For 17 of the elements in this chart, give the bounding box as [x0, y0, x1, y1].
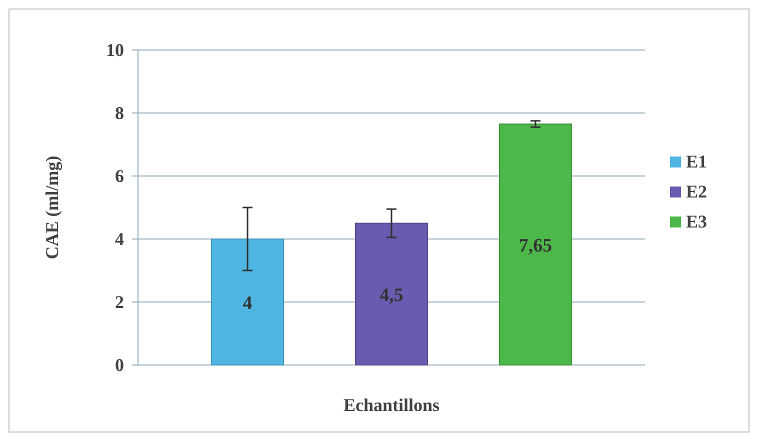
bar: [498, 124, 572, 366]
y-tick-label: 0: [115, 355, 124, 375]
legend-label: E3: [686, 212, 708, 232]
x-axis-title: Echantillons: [343, 395, 440, 415]
y-tick-label: 8: [115, 103, 124, 123]
y-tick-label: 6: [115, 166, 124, 186]
legend-label: E1: [686, 152, 708, 172]
y-tick-label: 4: [115, 229, 124, 249]
data-label: 7,65: [518, 236, 552, 257]
y-tick-label: 2: [115, 292, 124, 312]
data-label: 4: [242, 293, 253, 314]
y-tick-label: 10: [106, 40, 124, 60]
data-label: 4,5: [380, 285, 404, 306]
bar: [211, 238, 284, 366]
legend-label: E2: [686, 182, 708, 202]
y-axis-title: CAE (ml/mg): [42, 156, 62, 260]
bar: [355, 222, 428, 366]
